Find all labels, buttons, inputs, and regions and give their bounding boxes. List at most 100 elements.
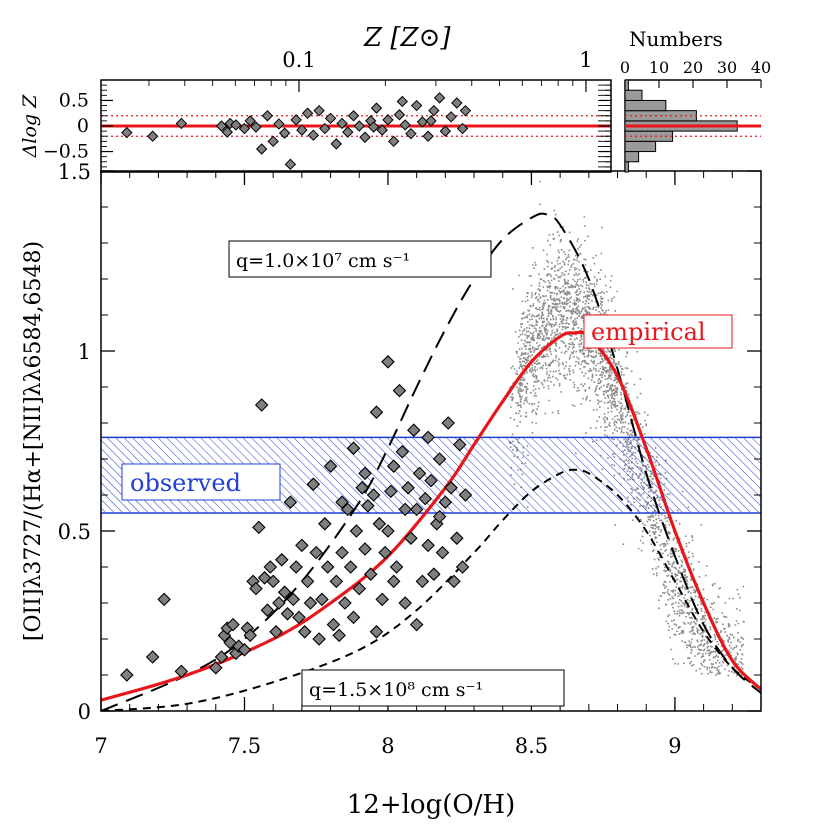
main-frame: [100, 170, 762, 712]
diamond-point: [421, 430, 435, 445]
diamond-point: [254, 398, 269, 412]
diamond-point: [438, 495, 453, 509]
top-axis-label: Z [Z⊙]: [363, 23, 451, 53]
model-curve-low-q: [101, 212, 761, 711]
histogram-title: Numbers: [629, 27, 723, 51]
diamond-point: [320, 560, 335, 574]
residual-point: [342, 126, 354, 138]
residual-point: [410, 99, 423, 112]
x-axis-label: 12+log(O/H): [347, 790, 516, 820]
residual-point: [284, 158, 297, 171]
x-tick-label: 9: [668, 734, 681, 758]
diamond-point: [263, 560, 278, 574]
diamond-point: [309, 545, 323, 560]
empirical-label: empirical: [591, 318, 706, 346]
diamond-point: [272, 596, 286, 610]
residual-point: [255, 143, 268, 155]
residual-point: [301, 107, 314, 119]
residual-point: [319, 122, 331, 135]
diamond-point: [335, 495, 349, 509]
residual-point: [387, 135, 400, 148]
diamond-point: [355, 481, 369, 495]
residual-point: [250, 121, 262, 133]
residual-point: [146, 130, 159, 142]
observed-label: observed: [130, 469, 241, 497]
residual-point: [324, 112, 337, 125]
diamond-point: [249, 581, 263, 596]
top-metallicity-axis: 0.1 1: [148, 48, 593, 92]
diamond-point: [418, 491, 433, 506]
residual-point: [422, 130, 434, 142]
histogram-bar: [624, 140, 657, 153]
residual-point: [296, 124, 308, 136]
residual-y-label: Δlog Z: [19, 94, 41, 158]
residual-point: [425, 115, 437, 127]
annotation-empirical: empirical: [583, 314, 733, 349]
diamond-point: [286, 592, 301, 607]
histogram-x-tick-label: 10: [649, 58, 669, 77]
residual-point: [238, 122, 251, 135]
diamond-point: [389, 560, 404, 574]
residual-y-tick-label: −0.5: [43, 141, 89, 163]
diamond-point: [275, 553, 289, 567]
residual-point: [221, 126, 233, 138]
histogram-bar: [624, 151, 640, 163]
histogram-panel: 0 10 20 30 40: [598, 58, 771, 173]
y-tick-label: 1.5: [58, 160, 91, 184]
diamond-point: [295, 538, 309, 553]
diamond-point: [455, 560, 470, 574]
diamond-point: [398, 596, 412, 610]
diamond-point: [358, 466, 372, 481]
diamond-point: [447, 574, 461, 589]
model-curves: [101, 212, 761, 711]
diamond-point: [384, 484, 398, 499]
x-tick-label: 7.5: [228, 734, 261, 758]
residual-axes: 0.5 0 −0.5: [43, 79, 612, 173]
annotation-low-q: q=1.0×10⁷ cm s⁻¹: [228, 240, 492, 278]
annotation-high-q: q=1.5×10⁸ cm s⁻¹: [301, 669, 565, 707]
residual-point: [290, 114, 302, 126]
diamond-point: [392, 383, 407, 398]
residual-point: [336, 117, 348, 130]
annotation-high-q-text: q=1.5×10⁸ cm s⁻¹: [309, 679, 483, 701]
residual-point: [359, 131, 371, 143]
diamond-point: [157, 592, 171, 607]
diamond-point: [441, 416, 455, 430]
residual-point: [459, 104, 472, 117]
diamond-point: [381, 524, 395, 538]
diamond-point: [260, 603, 275, 617]
diamond-point: [266, 574, 280, 589]
diamond-point: [323, 459, 338, 473]
residual-point: [353, 120, 365, 132]
residual-point: [230, 119, 242, 131]
residual-point: [382, 114, 394, 126]
y-tick-label: 0: [78, 700, 91, 724]
diamond-point: [120, 668, 134, 682]
diamond-point: [458, 488, 473, 502]
diamond-point: [346, 610, 361, 625]
diamond-point: [306, 477, 321, 491]
diamond-point: [363, 567, 378, 581]
residual-point: [393, 109, 406, 121]
diamond-points: [120, 355, 473, 682]
residual-point: [313, 104, 325, 117]
histogram-x-tick-label: 20: [683, 58, 703, 77]
residual-point: [451, 97, 463, 109]
residual-point: [456, 122, 469, 135]
residual-point: [433, 92, 446, 104]
residual-point: [244, 115, 256, 127]
x-tick-label: 8: [381, 734, 394, 758]
histogram-x-tick-label: 0: [620, 58, 630, 77]
y-tick-label: 0.5: [58, 520, 91, 544]
histogram-x-tick-label: 40: [751, 58, 771, 77]
diamond-point: [352, 581, 367, 596]
diamond-point: [415, 574, 430, 589]
residual-point: [405, 127, 417, 140]
diamond-point: [315, 592, 329, 607]
residual-points: [121, 92, 472, 171]
diamond-point: [252, 520, 266, 535]
residual-point: [428, 104, 440, 117]
residual-point: [267, 135, 279, 148]
model-curve-high-q: [101, 468, 761, 711]
